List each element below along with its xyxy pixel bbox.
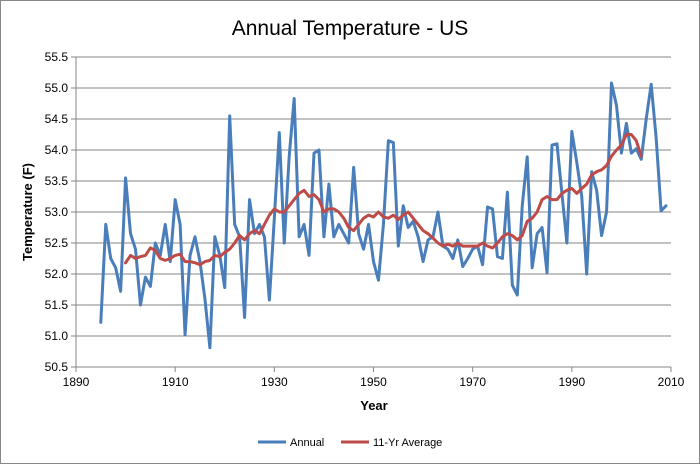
x-tick-label: 1930 (261, 375, 288, 389)
x-tick-label: 1910 (162, 375, 189, 389)
y-tick-label: 51.0 (45, 329, 69, 343)
x-tick-label: 1950 (360, 375, 387, 389)
y-tick-label: 54.5 (45, 112, 69, 126)
y-tick-label: 53.0 (45, 205, 69, 219)
x-axis-title: Year (360, 398, 387, 413)
legend: Annual 11-Yr Average (258, 437, 442, 449)
series-line-annual (99, 81, 668, 350)
y-axis-title: Temperature (F) (20, 163, 35, 261)
y-tick-label: 53.5 (45, 174, 69, 188)
x-tick-label: 2010 (658, 375, 685, 389)
y-tick-label: 54.0 (45, 143, 69, 157)
y-tick-label: 55.0 (45, 81, 69, 95)
x-tick-label: 1890 (63, 375, 90, 389)
x-tick-label: 1970 (459, 375, 486, 389)
y-tick-label: 51.5 (45, 298, 69, 312)
y-tick-label: 52.0 (45, 267, 69, 281)
y-tick-label: 50.5 (45, 360, 69, 374)
legend-label-11yr-average: 11-Yr Average (373, 437, 442, 449)
x-tick-labels: 1890 1910 1930 1950 1970 1990 2010 (63, 367, 685, 389)
series-line-11yr-average (124, 133, 643, 267)
y-tick-labels: 50.5 51.0 51.5 52.0 52.5 53.0 53.5 54.0 54.5 55.0… (45, 50, 69, 374)
x-tick-label: 1990 (558, 375, 585, 389)
y-gridlines (71, 56, 671, 368)
legend-label-annual: Annual (290, 437, 324, 449)
series-lines (99, 81, 668, 350)
y-tick-label: 52.5 (45, 236, 69, 250)
chart-title: Annual Temperature - US (232, 17, 469, 40)
y-tick-label: 55.5 (45, 50, 69, 64)
